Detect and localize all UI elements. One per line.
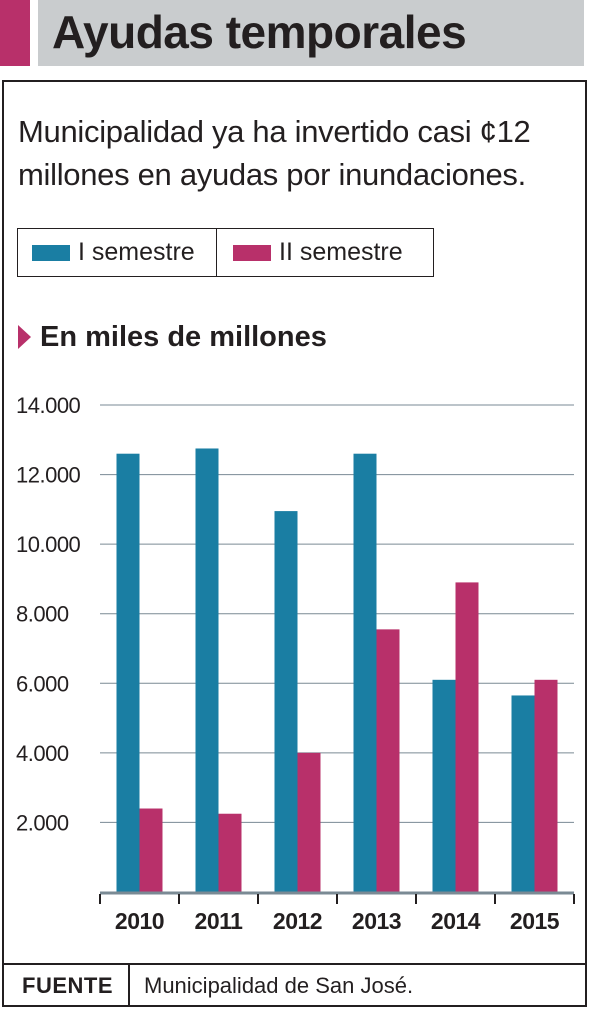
footer: FUENTE Municipalidad de San José. — [2, 963, 587, 1007]
page-title: Ayudas temporales — [52, 6, 467, 58]
y-tick-label: 6.000 — [16, 671, 69, 696]
y-tick-label: 2.000 — [16, 810, 69, 835]
y-tick-label: 12.000 — [16, 463, 81, 488]
legend-label-i-semestre: I semestre — [78, 238, 195, 266]
triangle-arrow-icon — [18, 325, 31, 349]
y-tick-label: 8.000 — [16, 602, 69, 627]
y-tick-label: 10.000 — [16, 532, 81, 557]
subtitle: Municipalidad ya ha invertido casi ¢12 m… — [18, 114, 531, 192]
bar-i-semestre-2012 — [274, 511, 298, 892]
units-label: En miles de millones — [40, 321, 327, 353]
header-bar — [38, 0, 584, 66]
legend-swatch-ii-semestre — [233, 244, 271, 261]
x-tick-label: 2012 — [273, 908, 322, 934]
footer-label: FUENTE — [22, 973, 113, 998]
bar-ii-semestre-2014 — [455, 582, 479, 892]
legend-label-ii-semestre: II semestre — [279, 238, 403, 266]
bar-ii-semestre-2010 — [139, 808, 163, 892]
bar-ii-semestre-2015 — [534, 679, 558, 892]
bar-i-semestre-2015 — [511, 695, 535, 892]
bar-i-semestre-2010 — [116, 453, 140, 892]
x-tick-label: 2011 — [195, 908, 244, 934]
x-tick-label: 2015 — [510, 908, 560, 934]
footer-source: Municipalidad de San José. — [144, 973, 414, 998]
header-accent-bar — [0, 0, 30, 66]
bar-chart: 2.000 4.000 6.000 8.000 10.000 12.000 14.000 2… — [16, 393, 575, 934]
legend-item-i-semestre: I semestre — [18, 229, 217, 276]
legend-swatch-i-semestre — [32, 244, 70, 261]
footer-divider — [128, 965, 130, 1007]
bar-ii-semestre-2012 — [297, 752, 321, 892]
legend-item-ii-semestre: II semestre — [217, 229, 403, 276]
x-tick-label: 2010 — [115, 908, 164, 934]
content-frame — [2, 80, 587, 1007]
bar-i-semestre-2013 — [353, 453, 377, 892]
y-tick-label: 4.000 — [16, 741, 69, 766]
x-tick-label: 2013 — [352, 908, 401, 934]
bar-ii-semestre-2011 — [218, 813, 242, 892]
x-tick-label: 2014 — [431, 908, 481, 934]
y-tick-label: 14.000 — [16, 393, 81, 418]
bar-i-semestre-2014 — [432, 679, 456, 892]
bar-ii-semestre-2013 — [376, 629, 400, 892]
bar-i-semestre-2011 — [195, 448, 219, 892]
legend: I semestre II semestre — [17, 228, 434, 277]
